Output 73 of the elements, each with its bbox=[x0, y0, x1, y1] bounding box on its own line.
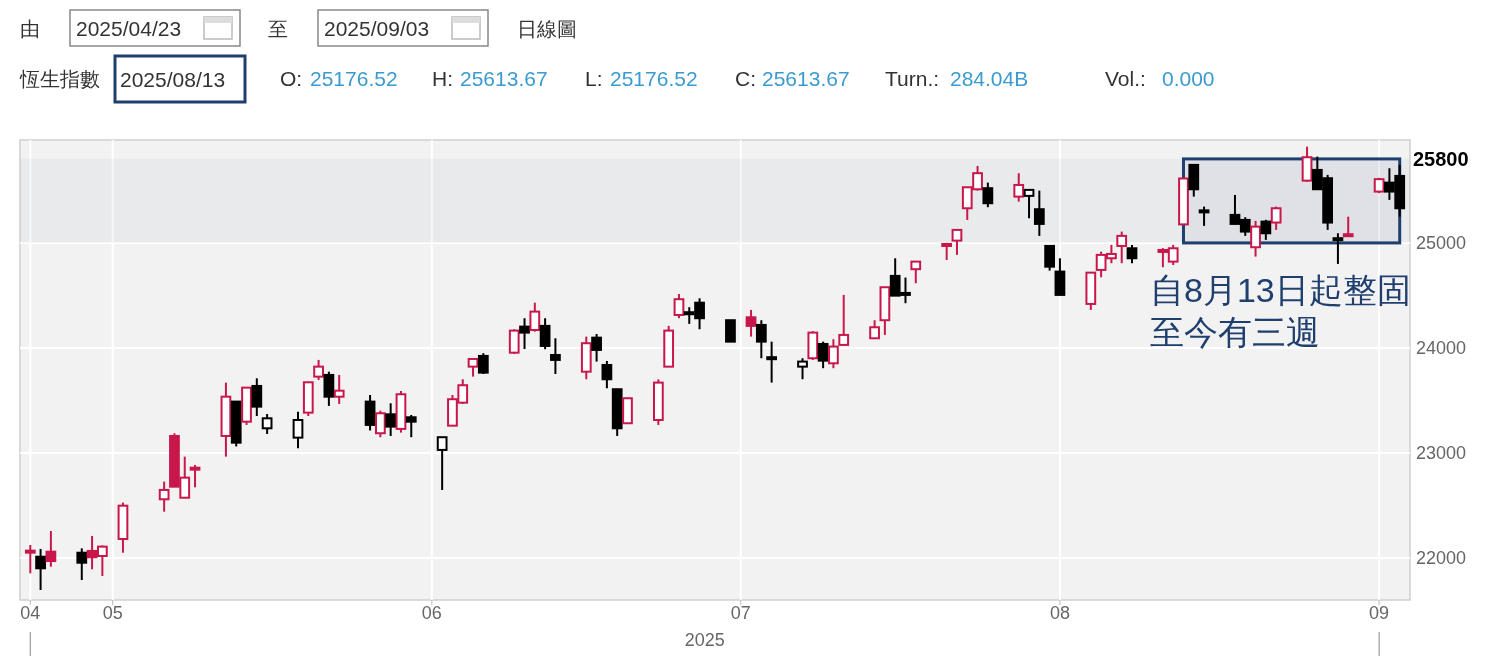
candlestick bbox=[374, 409, 386, 439]
candlestick bbox=[797, 357, 808, 381]
text: 25613.67 bbox=[762, 67, 850, 90]
text: L: bbox=[585, 67, 603, 90]
y-tick-label: 25000 bbox=[1416, 232, 1467, 253]
candlestick bbox=[1054, 257, 1066, 296]
text: 25176.52 bbox=[310, 67, 398, 90]
candlestick bbox=[1044, 244, 1055, 272]
text: 日線圖 bbox=[517, 18, 577, 40]
candlestick bbox=[477, 352, 489, 375]
candlestick bbox=[745, 308, 757, 338]
x-tick-label: 05 bbox=[102, 603, 123, 623]
candlestick bbox=[313, 358, 324, 381]
candlestick bbox=[76, 547, 88, 582]
candlestick bbox=[1033, 189, 1045, 237]
x-tick-label: 07 bbox=[730, 603, 751, 623]
text: H: bbox=[432, 67, 453, 90]
candlestick bbox=[817, 340, 829, 370]
y-tick-label: 23000 bbox=[1416, 442, 1467, 463]
candlestick bbox=[405, 413, 417, 439]
candlestick bbox=[292, 410, 304, 450]
y-tick-label: 24000 bbox=[1416, 337, 1467, 358]
candlestick bbox=[910, 260, 922, 285]
candlestick bbox=[591, 332, 602, 363]
candlestick bbox=[385, 402, 397, 437]
candlestick bbox=[529, 301, 541, 333]
text: Turn.: bbox=[885, 67, 940, 90]
text: 恆生指數 bbox=[19, 68, 100, 90]
candlestick bbox=[1126, 243, 1138, 265]
x-tick-label: 08 bbox=[1049, 603, 1070, 623]
text: 25613.67 bbox=[460, 67, 548, 90]
candlestick bbox=[1260, 218, 1272, 241]
x-tick-label: 06 bbox=[421, 603, 442, 623]
candlestick bbox=[323, 370, 335, 407]
candlestick bbox=[550, 337, 561, 375]
text: 284.04B bbox=[950, 67, 1029, 90]
text: 2025/08/13 bbox=[120, 68, 226, 91]
text: 2025/04/23 bbox=[76, 17, 182, 40]
candlestick bbox=[1332, 232, 1344, 265]
candlestick bbox=[982, 181, 994, 209]
text: 由 bbox=[20, 18, 40, 40]
candlestick bbox=[755, 319, 767, 360]
candlestick bbox=[869, 319, 880, 340]
text: C: bbox=[735, 67, 756, 90]
candlestick bbox=[35, 547, 46, 592]
candlestick bbox=[519, 317, 530, 350]
candlestick bbox=[364, 394, 376, 432]
candlestick bbox=[673, 292, 685, 320]
candlestick bbox=[601, 359, 613, 390]
candlestick bbox=[1198, 205, 1210, 227]
candlestick bbox=[725, 319, 736, 343]
text: 2025/09/03 bbox=[324, 17, 430, 40]
annotation: 自8月13日起整固 bbox=[1150, 271, 1411, 309]
x-tick-label: 04 bbox=[20, 603, 41, 623]
text: 至 bbox=[268, 18, 288, 40]
annotation: 至今有三週 bbox=[1150, 313, 1320, 351]
candlestick bbox=[333, 373, 345, 405]
text: 25176.52 bbox=[610, 67, 698, 90]
x-tick-label: 09 bbox=[1369, 603, 1390, 623]
candlestick bbox=[766, 340, 778, 384]
candlestick bbox=[1301, 145, 1313, 183]
x-axis-title: 2025 bbox=[684, 630, 725, 650]
candlestick bbox=[539, 317, 551, 351]
y-tick-label: 22000 bbox=[1416, 547, 1467, 568]
text: Vol.: bbox=[1105, 67, 1146, 90]
text: 0.000 bbox=[1162, 67, 1215, 90]
candlestick bbox=[189, 463, 201, 489]
candlestick bbox=[1342, 215, 1354, 238]
text: 25800 bbox=[1413, 147, 1469, 170]
candlestick bbox=[251, 377, 263, 417]
candlestick bbox=[45, 530, 57, 568]
text: O: bbox=[280, 67, 303, 90]
candlestick bbox=[261, 413, 273, 435]
